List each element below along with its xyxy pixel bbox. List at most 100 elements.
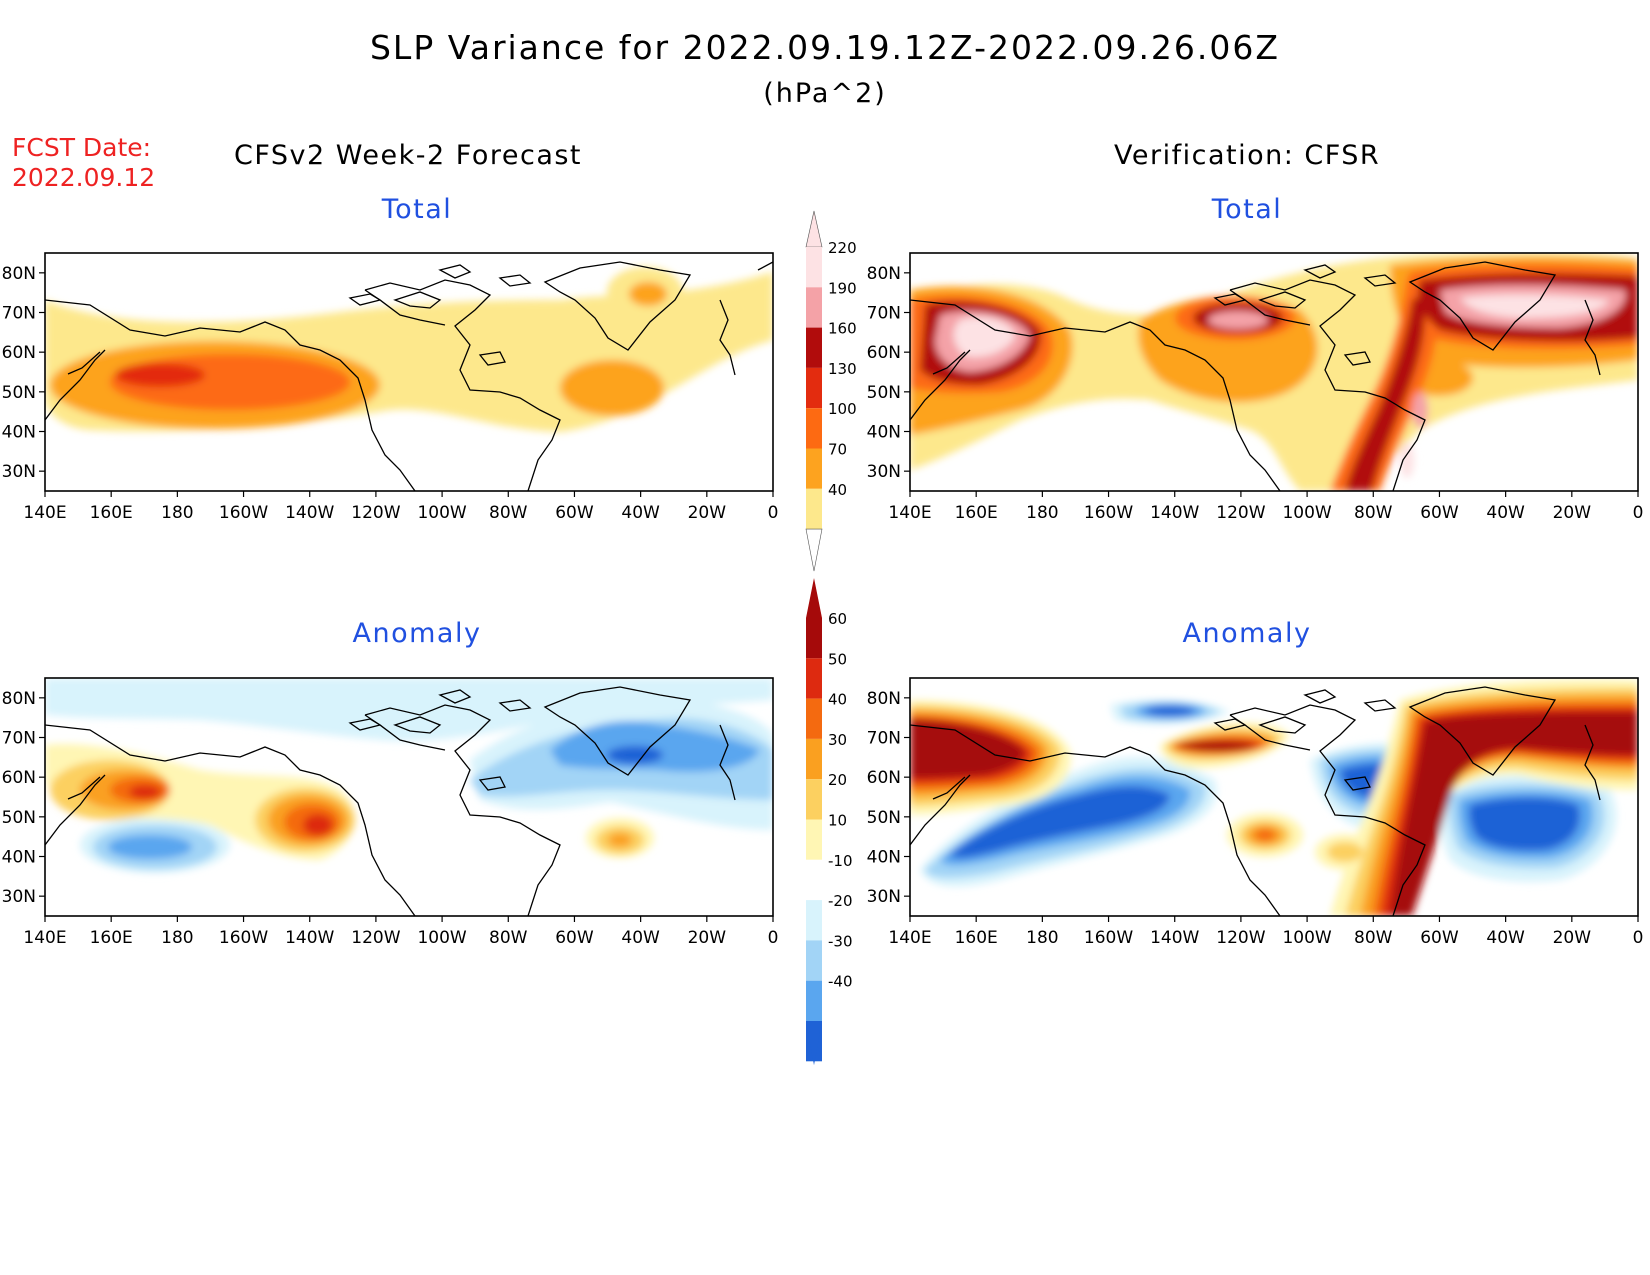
- colorbar-swatch: [806, 247, 822, 288]
- lat-tick-label: 50N: [2, 383, 36, 403]
- colorbar-swatch: [806, 859, 822, 901]
- lat-tick-label: 40N: [867, 848, 901, 868]
- verification-anomaly-field: [910, 679, 1638, 916]
- lon-tick-label: 80W: [1354, 503, 1393, 523]
- lat-tick-label: 50N: [2, 808, 36, 828]
- colorbar-swatch: [806, 980, 822, 1021]
- lon-tick-label: 140E: [23, 928, 66, 948]
- lon-tick-label: 20W: [688, 503, 727, 523]
- lat-tick-label: 80N: [867, 264, 901, 284]
- colorbar-swatch: [806, 327, 822, 368]
- lat-tick-label: 60N: [867, 768, 901, 788]
- chart-title: SLP Variance for 2022.09.19.12Z-2022.09.…: [369, 28, 1281, 67]
- colorbar-swatch: [806, 367, 822, 409]
- lon-tick-label: 160W: [219, 503, 268, 523]
- colorbar-top-cap: [806, 578, 822, 618]
- forecast-anomaly-title: Anomaly: [352, 618, 482, 649]
- lon-tick-label: 40W: [1486, 503, 1525, 523]
- lon-tick-label: 80W: [489, 928, 528, 948]
- lon-tick-label: 60W: [1420, 503, 1459, 523]
- verification-anomaly-border: [909, 677, 1639, 917]
- fcst-date-label: FCST Date:: [12, 133, 152, 162]
- colorbar-level-label: -30: [828, 932, 853, 950]
- colorbar-level-label: -10: [828, 852, 853, 870]
- colorbar-swatch: [806, 738, 822, 780]
- lon-tick-label: 40W: [1486, 928, 1525, 948]
- lon-tick-label: 40W: [621, 928, 660, 948]
- lat-tick-label: 50N: [867, 383, 901, 403]
- forecast-total-frame: 140E 160E 180 160W 140W 120W 100W 80W 60W 40W 20W 0…: [2, 252, 779, 523]
- lat-tick-label: 70N: [867, 729, 901, 749]
- lon-tick-label: 120W: [351, 928, 400, 948]
- verification-anomaly-frame: 140E 160E 180 160W 140W 120W 100W 80W 60W 40W 20W 0…: [867, 677, 1643, 948]
- map-frames: 140E 160E 180 160W 140W 120W 100W 80W 60W 40W 20W 0…: [2, 252, 1643, 948]
- lon-tick-label: 60W: [1420, 928, 1459, 948]
- lon-tick-label: 100W: [417, 928, 466, 948]
- lat-tick-label: 80N: [867, 689, 901, 709]
- colorbar-level-label: 40: [828, 691, 847, 709]
- colorbar-swatch: [806, 408, 822, 449]
- lat-tick-label: 80N: [2, 689, 36, 709]
- lon-tick-label: 20W: [1553, 503, 1592, 523]
- lon-tick-label: 140W: [1150, 503, 1199, 523]
- lat-tick-label: 40N: [2, 848, 36, 868]
- colorbar-bottom-cap: [806, 1021, 822, 1066]
- fcst-date-value: 2022.09.12: [12, 163, 156, 192]
- colorbar-level-label: 130: [828, 360, 857, 378]
- colorbar-level-label: 100: [828, 400, 857, 418]
- lon-tick-label: 40W: [621, 503, 660, 523]
- lon-tick-label: 20W: [688, 928, 727, 948]
- forecast-column-heading: CFSv2 Week-2 Forecast: [234, 140, 583, 171]
- lat-tick-label: 30N: [867, 462, 901, 482]
- lat-tick-label: 30N: [867, 887, 901, 907]
- lon-tick-label: 140W: [1150, 928, 1199, 948]
- colorbar-level-label: 60: [828, 610, 847, 628]
- lat-tick-label: 70N: [2, 729, 36, 749]
- colorbar-swatch: [806, 287, 822, 328]
- verification-total-map: [910, 253, 1638, 491]
- colorbar-level-label: 30: [828, 731, 847, 749]
- colorbar-level-label: 220: [828, 239, 857, 257]
- lon-tick-label: 160W: [219, 928, 268, 948]
- colorbar-level-label: 40: [828, 481, 847, 499]
- lon-tick-label: 160E: [955, 928, 998, 948]
- forecast-anomaly-frame: 140E 160E 180 160W 140W 120W 100W 80W 60W 40W 20W 0…: [2, 677, 779, 948]
- colorbar-bottom-cap: [805, 528, 823, 572]
- lon-tick-label: 140W: [285, 928, 334, 948]
- verification-total-border: [909, 252, 1639, 492]
- lat-tick-label: 60N: [867, 343, 901, 363]
- lat-tick-label: 40N: [867, 423, 901, 443]
- lon-tick-label: 160E: [90, 503, 133, 523]
- units-label: (hPa^2): [763, 78, 887, 109]
- lat-tick-label: 40N: [2, 423, 36, 443]
- verification-anomaly-map: [910, 679, 1638, 916]
- verification-total-frame: 140E 160E 180 160W 140W 120W 100W 80W 60W 40W 20W 0…: [867, 252, 1643, 523]
- lon-tick-label: 100W: [1282, 503, 1331, 523]
- lon-tick-label: 160E: [90, 928, 133, 948]
- verification-total-title: Total: [1211, 194, 1283, 225]
- colorbar-level-label: 50: [828, 650, 847, 668]
- colorbar-level-label: 20: [828, 771, 847, 789]
- colorbar-level-label: -40: [828, 973, 853, 991]
- colorbar-level-label: 10: [828, 812, 847, 830]
- lon-tick-label: 0: [768, 928, 779, 948]
- lon-tick-label: 0: [768, 503, 779, 523]
- colorbar-level-label: 160: [828, 320, 857, 338]
- lon-tick-label: 80W: [489, 503, 528, 523]
- forecast-total-map: [45, 261, 773, 491]
- verification-anomaly-title: Anomaly: [1182, 618, 1312, 649]
- colorbar-swatch: [806, 618, 822, 659]
- colorbar-swatch: [806, 940, 822, 981]
- colorbar-swatch: [806, 488, 822, 530]
- colorbar-top-cap: [805, 210, 823, 248]
- lat-tick-label: 60N: [2, 343, 36, 363]
- lon-tick-label: 100W: [1282, 928, 1331, 948]
- forecast-total-title: Total: [381, 194, 453, 225]
- colorbar-swatch: [806, 900, 822, 941]
- lat-tick-label: 70N: [867, 304, 901, 324]
- lon-tick-label: 140E: [888, 928, 931, 948]
- lon-tick-label: 140W: [285, 503, 334, 523]
- lon-tick-label: 180: [1026, 503, 1058, 523]
- forecast-anomaly-border: [44, 677, 774, 917]
